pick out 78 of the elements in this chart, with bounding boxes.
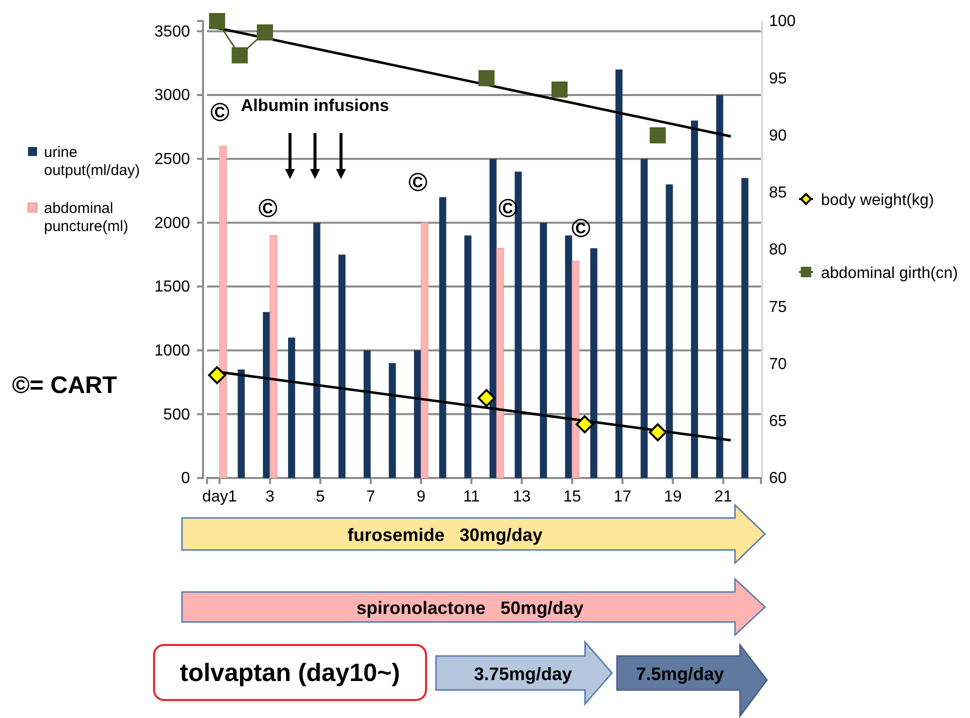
bar bbox=[288, 338, 296, 478]
y-tick-label: 2500 bbox=[154, 150, 190, 168]
bar bbox=[219, 146, 228, 478]
bar bbox=[414, 350, 422, 478]
bar bbox=[464, 235, 472, 478]
point bbox=[256, 24, 273, 40]
x-tick-label: 9 bbox=[416, 488, 426, 506]
text: spironolactone 50mg/day bbox=[356, 598, 584, 618]
y2-tick-label: 60 bbox=[769, 470, 787, 488]
bar bbox=[496, 248, 504, 478]
bar bbox=[388, 363, 396, 478]
legend-label: body weight(kg) bbox=[821, 192, 934, 209]
legend-label: abdominal puncture(ml) bbox=[44, 200, 128, 235]
text: furosemide 30mg/day bbox=[347, 525, 543, 545]
x-tick-label: 17 bbox=[614, 488, 632, 506]
bar bbox=[716, 95, 724, 478]
bar bbox=[615, 70, 622, 478]
y-tick-label: 0 bbox=[181, 470, 190, 488]
bar bbox=[269, 234, 278, 478]
point bbox=[478, 389, 496, 408]
y2-tick-label: 90 bbox=[769, 127, 787, 144]
text: ©= CART bbox=[12, 372, 118, 399]
annotation: © bbox=[210, 97, 230, 127]
bar bbox=[439, 197, 446, 478]
point bbox=[209, 12, 226, 30]
bar bbox=[540, 222, 547, 478]
bar bbox=[338, 254, 346, 478]
annotation: © bbox=[258, 193, 278, 223]
bar bbox=[640, 158, 648, 478]
bar bbox=[420, 222, 429, 478]
y-tick-label: 1000 bbox=[154, 342, 190, 360]
bar bbox=[565, 235, 572, 478]
point bbox=[208, 366, 226, 384]
y-tick-label: 2000 bbox=[154, 214, 190, 232]
bar bbox=[690, 120, 698, 478]
bar bbox=[741, 178, 748, 478]
point bbox=[650, 127, 666, 144]
y-tick-label: 3000 bbox=[154, 87, 190, 104]
y-tick-label: 1500 bbox=[154, 278, 190, 296]
bar bbox=[572, 260, 580, 478]
annotation: © bbox=[408, 167, 428, 197]
x-tick-label: 21 bbox=[714, 488, 732, 506]
x-tick-label: day1 bbox=[202, 488, 238, 506]
point bbox=[232, 47, 248, 64]
x-tick-label: 3 bbox=[266, 488, 274, 506]
point bbox=[576, 415, 594, 434]
bar bbox=[590, 248, 598, 478]
y2-tick-label: 65 bbox=[769, 412, 787, 430]
bar bbox=[666, 184, 673, 478]
text: 7.5mg/day bbox=[636, 664, 724, 684]
y-tick-label: 3500 bbox=[154, 23, 190, 40]
annotation: © bbox=[571, 213, 591, 243]
annotation: Albumin infusions bbox=[240, 96, 390, 115]
text: 3.75mg/day bbox=[474, 664, 572, 684]
point bbox=[551, 81, 568, 98]
x-tick-label: 5 bbox=[316, 488, 325, 506]
y2-tick-label: 75 bbox=[769, 298, 787, 316]
point bbox=[478, 70, 495, 86]
y2-tick-label: 85 bbox=[769, 184, 787, 202]
text: tolvaptan (day10~) bbox=[180, 659, 400, 687]
x-tick-label: 7 bbox=[366, 488, 376, 506]
bar bbox=[262, 312, 270, 478]
bar bbox=[238, 369, 245, 478]
y-tick-label: 500 bbox=[163, 406, 190, 424]
y2-tick-label: 95 bbox=[769, 70, 787, 88]
y2-tick-label: 70 bbox=[769, 356, 787, 373]
x-tick-label: 19 bbox=[664, 488, 682, 506]
x-tick-label: 11 bbox=[463, 488, 480, 506]
point bbox=[648, 423, 667, 442]
bar bbox=[313, 222, 320, 478]
legend-label: urine output(ml/day) bbox=[44, 144, 140, 179]
y2-tick-label: 80 bbox=[769, 242, 787, 259]
bar bbox=[490, 158, 497, 478]
x-tick-label: 13 bbox=[512, 488, 531, 506]
bar bbox=[364, 350, 371, 478]
y2-tick-label: 100 bbox=[769, 13, 796, 30]
legend-label: abdominal girth(cn) bbox=[821, 265, 958, 282]
x-tick-label: 15 bbox=[563, 488, 582, 506]
